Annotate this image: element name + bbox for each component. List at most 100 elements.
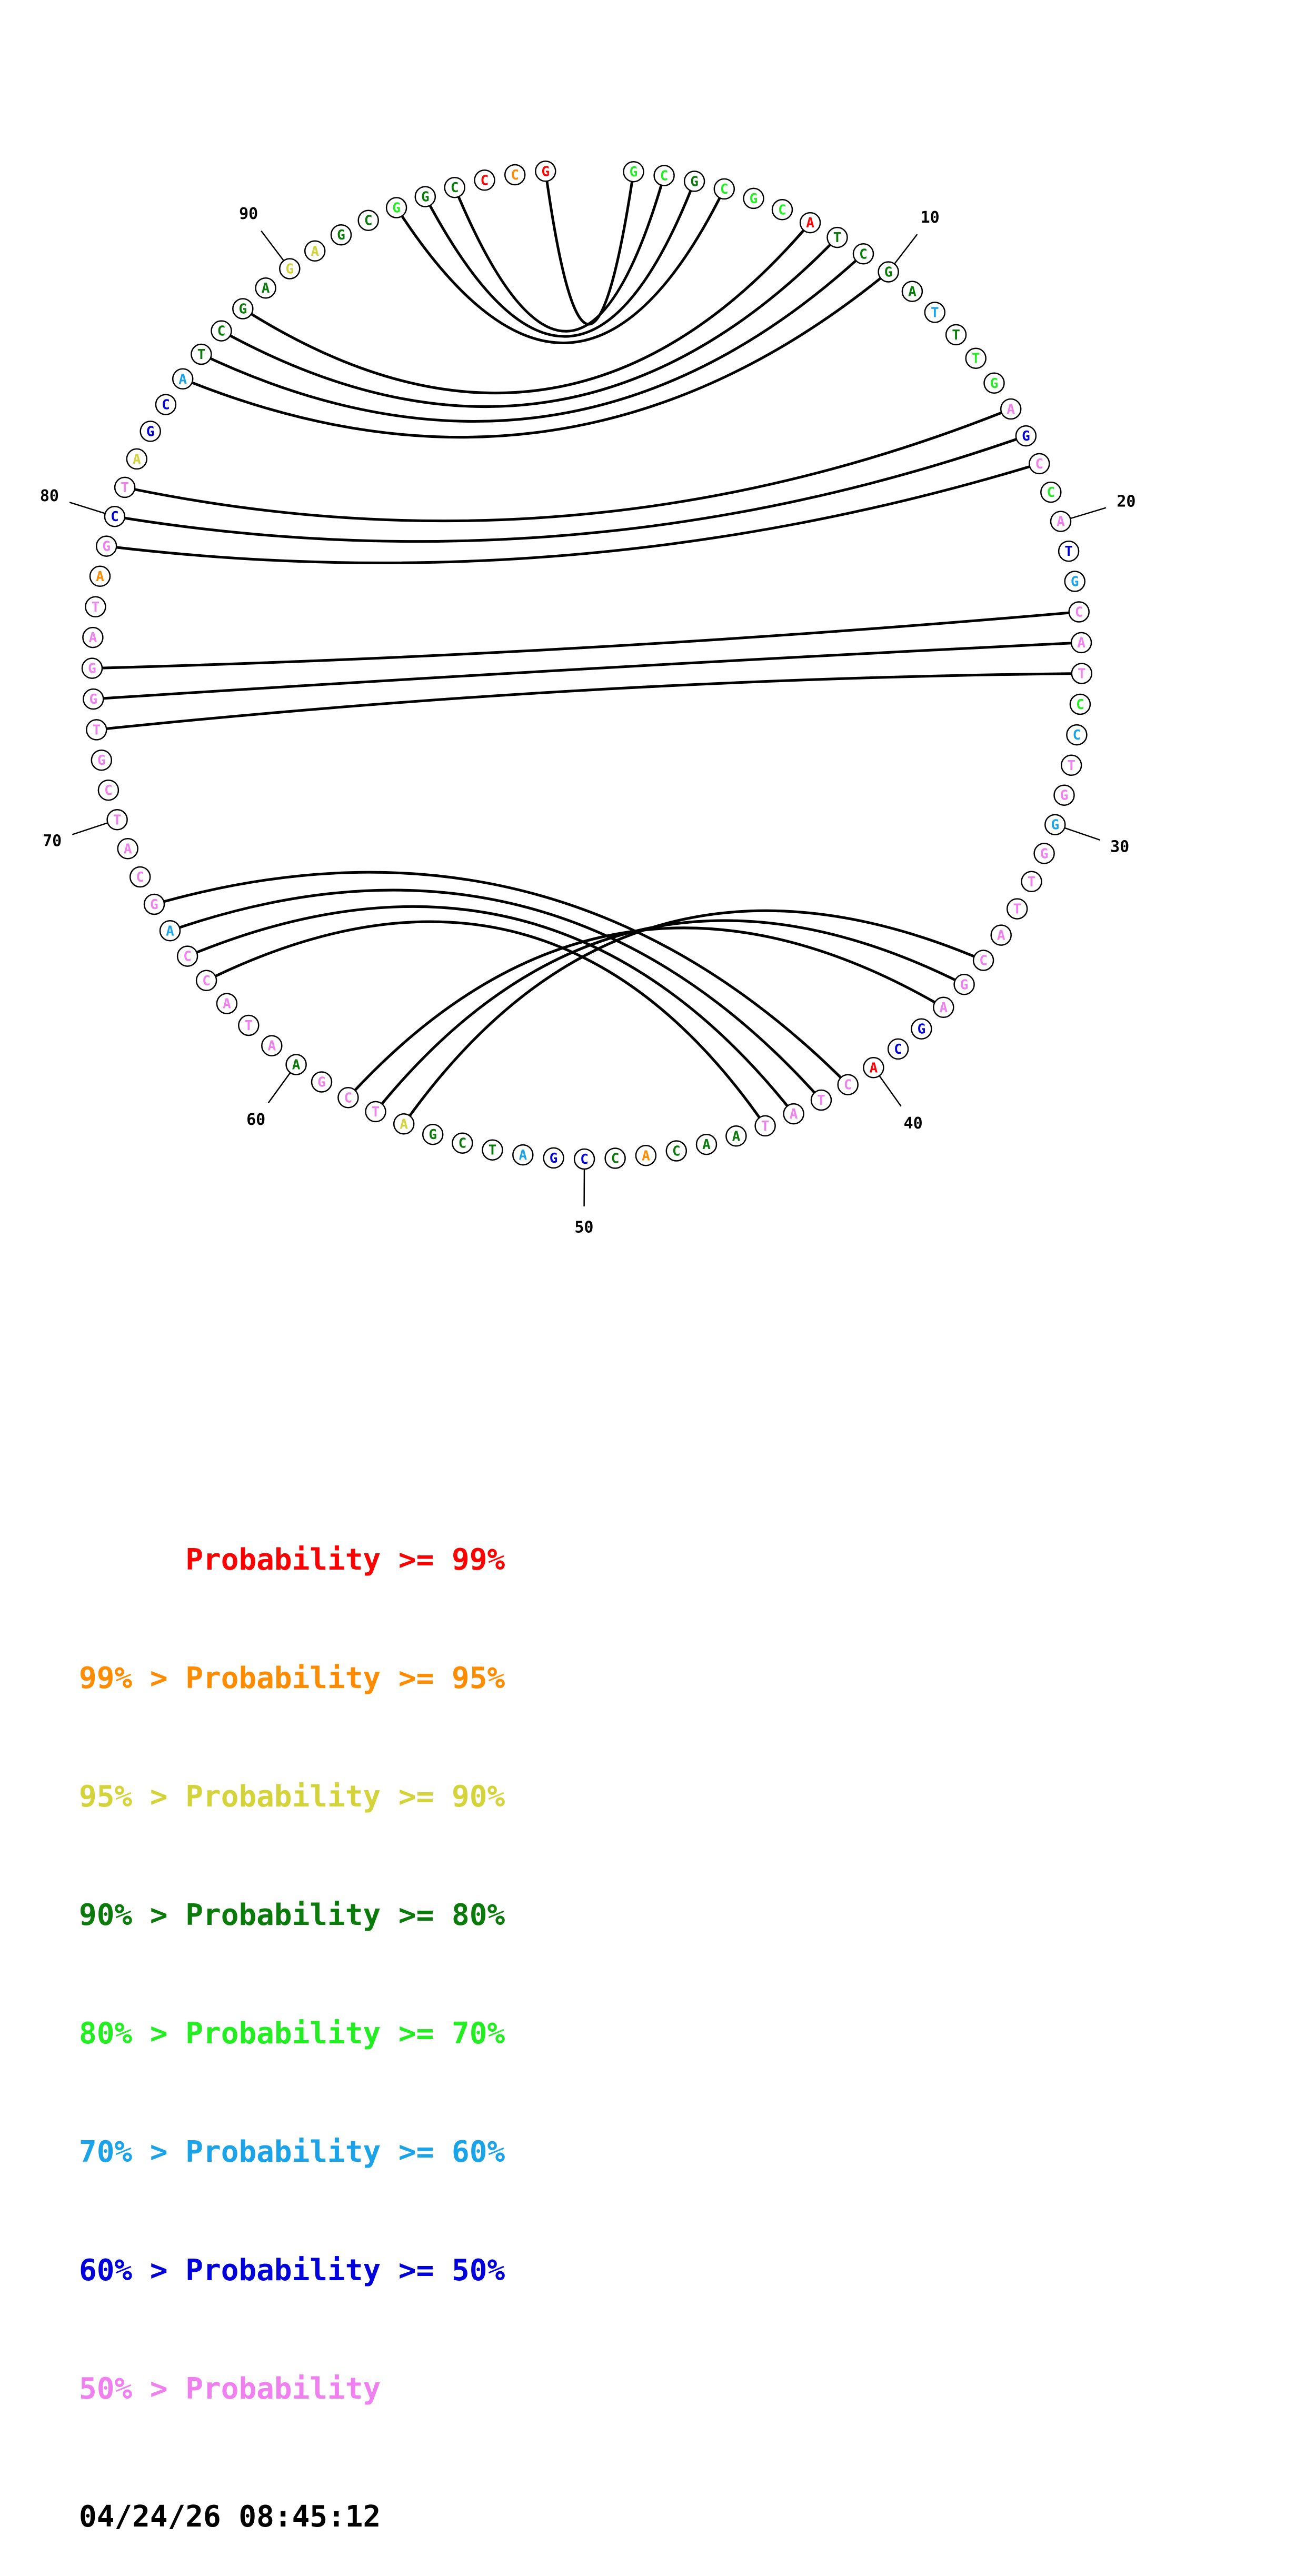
nucleotide-letter: A [178,372,187,387]
nucleotide: G [92,750,112,770]
nucleotide-letter: T [972,351,980,367]
nucleotide-letter: G [630,164,638,180]
legend-suffix: >= 80% [399,1898,505,1932]
nucleotide-letter: C [859,246,868,262]
nucleotide: C [98,780,118,800]
nucleotide: C [714,179,734,199]
nucleotide-letter: G [750,191,758,207]
nucleotide: G [1045,815,1065,835]
nucleotide: T [366,1102,386,1122]
nucleotide: T [966,348,986,368]
nucleotide-letter: T [489,1143,497,1159]
nucleotide: C [505,165,525,185]
legend-label: Probability [185,2253,381,2288]
legend-label: Probability [185,1543,381,1577]
legend-prefix: 70% > [79,2135,168,2169]
nucleotide: G [535,161,555,181]
nucleotide-letter: C [1035,456,1043,472]
position-tick [268,1073,291,1103]
nucleotide-letter: C [459,1136,467,1152]
nucleotide-letter: C [451,180,459,196]
nucleotide-letter: T [1013,902,1021,917]
nucleotide: T [828,227,848,247]
position-label: 10 [921,208,940,227]
position-tick [72,823,107,834]
nucleotide-letter: C [1075,605,1083,621]
legend-prefix: 80% > [79,2016,168,2051]
nucleotide-letter: C [481,173,489,188]
nucleotide: T [107,810,127,830]
nucleotide-letter: G [285,262,294,277]
base-pair-arc [96,674,1082,730]
nucleotide-letter: G [429,1127,437,1143]
nucleotide-letter: G [146,424,155,440]
nucleotide: T [1072,664,1092,684]
nucleotide-letter: G [550,1151,558,1166]
base-pair-arc [183,272,888,437]
nucleotide-letter: C [162,397,170,413]
nucleotide-letter: C [344,1090,353,1106]
nucleotide: C [177,946,197,966]
base-pair-arc [243,223,810,393]
nucleotide-letter: G [1022,428,1030,444]
position-tick [261,231,284,261]
nucleotide: G [954,974,974,994]
legend-prefix: 95% > [79,1780,168,1814]
nucleotide: A [127,449,147,469]
legend-suffix: >= 95% [399,1661,505,1695]
base-pair-arc [206,922,765,1126]
nucleotide: G [879,262,899,282]
nucleotide: A [160,921,180,941]
legend-row-99: Probability >= 99% [79,1540,505,1580]
legend-row-low: 50% > Probability [79,2369,505,2409]
base-pair-arc [545,171,633,324]
nucleotide: A [902,282,922,302]
probability-legend: Probability >= 99% 99% > Probability >= … [79,1461,505,2576]
nucleotide-letter: T [1028,874,1036,890]
timestamp: 04/24/26 08:45:12 [79,2497,505,2537]
nucleotide: G [684,171,704,191]
legend-row-90: 95% > Probability >= 90% [79,1777,505,1816]
nucleotide-letter: A [642,1148,650,1164]
nucleotide-letter: C [844,1077,852,1093]
nucleotide: C [1070,694,1090,714]
nucleotide-letter: A [1057,514,1065,530]
nucleotide-letter: G [97,753,106,768]
nucleotide-letter: G [88,661,96,677]
nucleotide-letter: C [580,1152,589,1167]
nucleotide: C [445,177,465,197]
base-pair-arc [187,906,794,1114]
nucleotide: G [312,1072,332,1092]
nucleotide: C [888,1039,908,1059]
nucleotide-letter: G [884,265,893,281]
nucleotide: C [1067,725,1087,745]
nucleotide-letter: A [292,1057,301,1073]
nucleotide: T [1022,872,1042,892]
nucleotide: C [196,971,216,991]
legend-label: Probability [185,1898,381,1932]
nucleotide: T [483,1140,503,1160]
nucleotide: G [331,225,351,245]
nucleotide-letter: T [92,722,101,738]
nucleotide: T [811,1090,831,1110]
nucleotide: T [1059,541,1079,561]
nucleotide-letter: T [931,305,939,321]
base-pair-arc [92,612,1079,668]
legend-suffix: >= 70% [399,2016,505,2051]
nucleotide-letter: C [672,1144,681,1160]
nucleotide: G [1034,843,1054,863]
legend-prefix: 50% > [79,2372,168,2406]
nucleotide: G [423,1124,443,1144]
position-label: 30 [1110,837,1129,856]
nucleotide-letter: G [1040,846,1049,862]
nucleotide: A [1051,512,1071,532]
legend-row-80: 90% > Probability >= 80% [79,1895,505,1935]
nucleotide: C [358,211,378,231]
nucleotide-letter: T [952,327,960,343]
legend-prefix: 60% > [79,2253,168,2288]
nucleotide-letter: T [1078,666,1086,682]
nucleotide: A [118,838,138,858]
nucleotide-letter: G [317,1075,326,1091]
nucleotide: A [173,369,193,389]
nucleotide: T [1061,755,1081,775]
